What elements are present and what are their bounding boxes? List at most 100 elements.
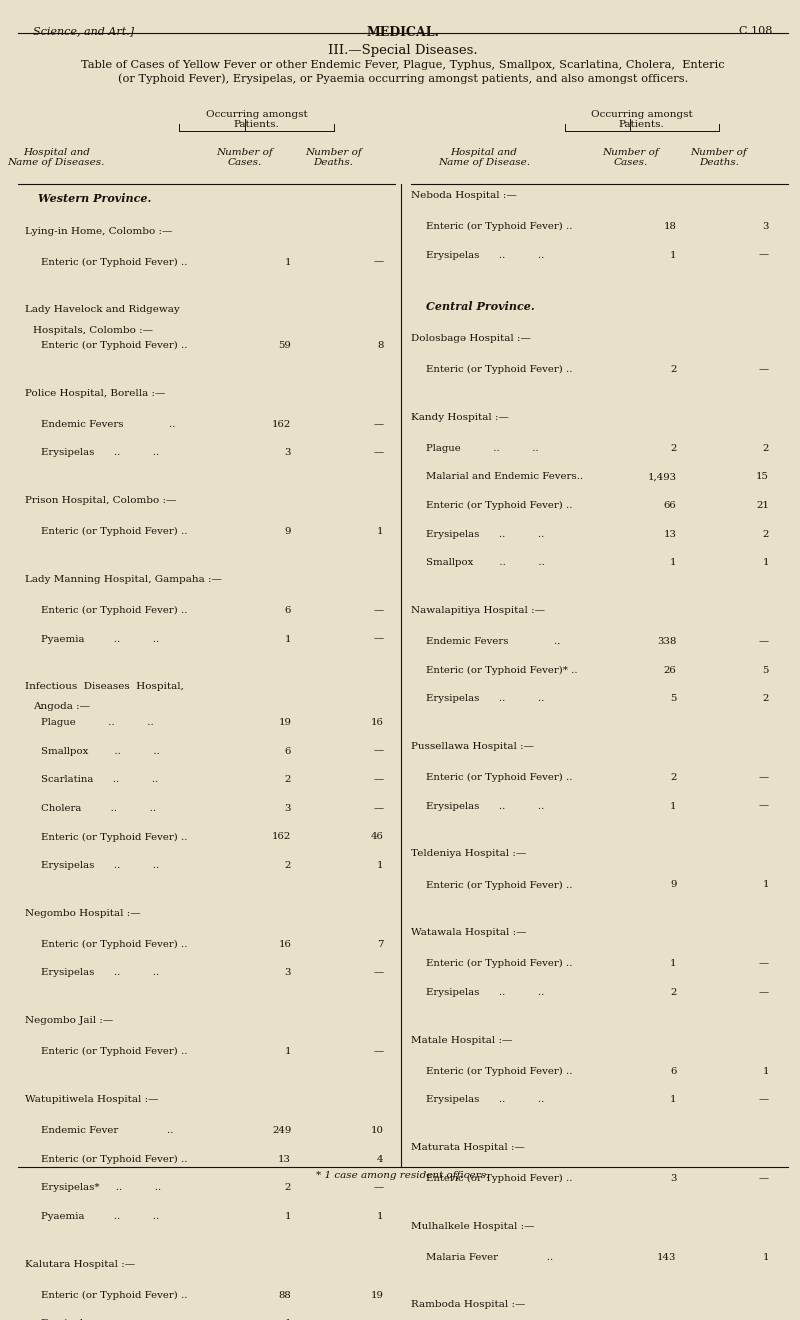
Text: Erysipelas      ..          ..: Erysipelas .. ..: [426, 1096, 545, 1104]
Text: * 1 case among resident officers.: * 1 case among resident officers.: [316, 1171, 490, 1180]
Text: Malaria Fever               ..: Malaria Fever ..: [426, 1253, 554, 1262]
Text: Malarial and Endemic Fevers..: Malarial and Endemic Fevers..: [426, 473, 583, 482]
Text: Hospitals, Colombo :—: Hospitals, Colombo :—: [33, 326, 153, 334]
Text: Erysipelas      ..          ..: Erysipelas .. ..: [41, 449, 159, 458]
Text: Number of
Deaths.: Number of Deaths.: [690, 148, 747, 168]
Text: 1,493: 1,493: [647, 473, 677, 482]
Text: Ramboda Hospital :—: Ramboda Hospital :—: [410, 1300, 525, 1309]
Text: Matale Hospital :—: Matale Hospital :—: [410, 1035, 512, 1044]
Text: Watawala Hospital :—: Watawala Hospital :—: [410, 928, 526, 937]
Text: Enteric (or Typhoid Fever) ..: Enteric (or Typhoid Fever) ..: [41, 1155, 187, 1164]
Text: Enteric (or Typhoid Fever) ..: Enteric (or Typhoid Fever) ..: [41, 1291, 187, 1300]
Text: Enteric (or Typhoid Fever) ..: Enteric (or Typhoid Fever) ..: [41, 1047, 187, 1056]
Text: Maturata Hospital :—: Maturata Hospital :—: [410, 1143, 525, 1152]
Text: —: —: [758, 801, 769, 810]
Text: 6: 6: [285, 747, 291, 755]
Text: 2: 2: [285, 1183, 291, 1192]
Text: 162: 162: [272, 420, 291, 429]
Text: Number of
Cases.: Number of Cases.: [217, 148, 274, 168]
Text: Occurring amongst
Patients.: Occurring amongst Patients.: [206, 110, 307, 129]
Text: 2: 2: [762, 444, 769, 453]
Text: 2: 2: [285, 775, 291, 784]
Text: 1: 1: [670, 558, 677, 568]
Text: 9: 9: [670, 880, 677, 890]
Text: Enteric (or Typhoid Fever) ..: Enteric (or Typhoid Fever) ..: [41, 606, 187, 615]
Text: Lady Havelock and Ridgeway: Lady Havelock and Ridgeway: [26, 305, 180, 314]
Text: 9: 9: [285, 527, 291, 536]
Text: Enteric (or Typhoid Fever) ..: Enteric (or Typhoid Fever) ..: [41, 527, 187, 536]
Text: 162: 162: [272, 833, 291, 841]
Text: Hospital and
Name of Diseases.: Hospital and Name of Diseases.: [7, 148, 105, 168]
Text: 1: 1: [377, 1212, 384, 1221]
Text: Enteric (or Typhoid Fever) ..: Enteric (or Typhoid Fever) ..: [426, 1067, 573, 1076]
Text: Enteric (or Typhoid Fever) ..: Enteric (or Typhoid Fever) ..: [426, 880, 573, 890]
Text: 4: 4: [377, 1155, 384, 1163]
Text: —: —: [374, 775, 384, 784]
Text: 7: 7: [377, 940, 384, 949]
Text: —: —: [374, 1047, 384, 1056]
Text: 59: 59: [278, 341, 291, 350]
Text: Erysipelas      ..          ..: Erysipelas .. ..: [426, 694, 545, 704]
Text: Negombo Hospital :—: Negombo Hospital :—: [26, 908, 141, 917]
Text: 1: 1: [285, 635, 291, 644]
Text: Science, and Art.]: Science, and Art.]: [33, 26, 134, 36]
Text: Erysipelas      ..          ..: Erysipelas .. ..: [41, 969, 159, 977]
Text: Hospital and
Name of Disease.: Hospital and Name of Disease.: [438, 148, 530, 168]
Text: Police Hospital, Borella :—: Police Hospital, Borella :—: [26, 389, 166, 397]
Text: 46: 46: [370, 833, 384, 841]
Text: Central Province.: Central Province.: [426, 301, 534, 312]
Text: Enteric (or Typhoid Fever)* ..: Enteric (or Typhoid Fever)* ..: [426, 665, 578, 675]
Text: Negombo Jail :—: Negombo Jail :—: [26, 1016, 114, 1026]
Text: Lady Manning Hospital, Gampaha :—: Lady Manning Hospital, Gampaha :—: [26, 576, 222, 583]
Text: 2: 2: [285, 861, 291, 870]
Text: Number of
Deaths.: Number of Deaths.: [306, 148, 362, 168]
Text: 8: 8: [378, 341, 384, 350]
Text: Pyaemia         ..          ..: Pyaemia .. ..: [41, 635, 159, 644]
Text: 3: 3: [670, 1173, 677, 1183]
Text: Table of Cases of Yellow Fever or other Endemic Fever, Plague, Typhus, Smallpox,: Table of Cases of Yellow Fever or other …: [81, 59, 725, 84]
Text: 5: 5: [670, 694, 677, 704]
Text: Western Province.: Western Province.: [38, 193, 151, 205]
Text: 1: 1: [762, 1253, 769, 1262]
Text: Enteric (or Typhoid Fever) ..: Enteric (or Typhoid Fever) ..: [426, 366, 573, 374]
Text: 1: 1: [762, 880, 769, 890]
Text: Enteric (or Typhoid Fever) ..: Enteric (or Typhoid Fever) ..: [41, 341, 187, 350]
Text: III.—Special Diseases.: III.—Special Diseases.: [328, 44, 478, 57]
Text: 1: 1: [670, 960, 677, 968]
Text: —: —: [758, 960, 769, 968]
Text: Endemic Fever               ..: Endemic Fever ..: [41, 1126, 174, 1135]
Text: 13: 13: [663, 529, 677, 539]
Text: —: —: [374, 969, 384, 977]
Text: 249: 249: [272, 1126, 291, 1135]
Text: Mulhalkele Hospital :—: Mulhalkele Hospital :—: [410, 1221, 534, 1230]
Text: 5: 5: [762, 665, 769, 675]
Text: 1: 1: [762, 558, 769, 568]
Text: Prison Hospital, Colombo :—: Prison Hospital, Colombo :—: [26, 496, 177, 506]
Text: —: —: [374, 606, 384, 615]
Text: Kandy Hospital :—: Kandy Hospital :—: [410, 413, 509, 422]
Text: —: —: [374, 747, 384, 755]
Text: Enteric (or Typhoid Fever) ..: Enteric (or Typhoid Fever) ..: [41, 833, 187, 842]
Text: Smallpox        ..          ..: Smallpox .. ..: [41, 747, 160, 755]
Text: Enteric (or Typhoid Fever) ..: Enteric (or Typhoid Fever) ..: [41, 257, 187, 267]
Text: 2: 2: [670, 366, 677, 374]
Text: Enteric (or Typhoid Fever) ..: Enteric (or Typhoid Fever) ..: [426, 960, 573, 969]
Text: 26: 26: [664, 665, 677, 675]
Text: Enteric (or Typhoid Fever) ..: Enteric (or Typhoid Fever) ..: [426, 502, 573, 510]
Text: 16: 16: [278, 940, 291, 949]
Text: —: —: [758, 1173, 769, 1183]
Text: Erysipelas      ..          ..: Erysipelas .. ..: [426, 987, 545, 997]
Text: 2: 2: [762, 529, 769, 539]
Text: 1: 1: [762, 1067, 769, 1076]
Text: Enteric (or Typhoid Fever) ..: Enteric (or Typhoid Fever) ..: [426, 222, 573, 231]
Text: 66: 66: [664, 502, 677, 510]
Text: 16: 16: [370, 718, 384, 727]
Text: C 108: C 108: [739, 26, 773, 36]
Text: 338: 338: [657, 638, 677, 645]
Text: —: —: [374, 420, 384, 429]
Text: Plague          ..          ..: Plague .. ..: [41, 718, 154, 727]
Text: Infectious  Diseases  Hospital,: Infectious Diseases Hospital,: [26, 682, 184, 692]
Text: Erysipelas*     ..          ..: Erysipelas* .. ..: [41, 1183, 161, 1192]
Text: —: —: [374, 257, 384, 267]
Text: —: —: [374, 1183, 384, 1192]
